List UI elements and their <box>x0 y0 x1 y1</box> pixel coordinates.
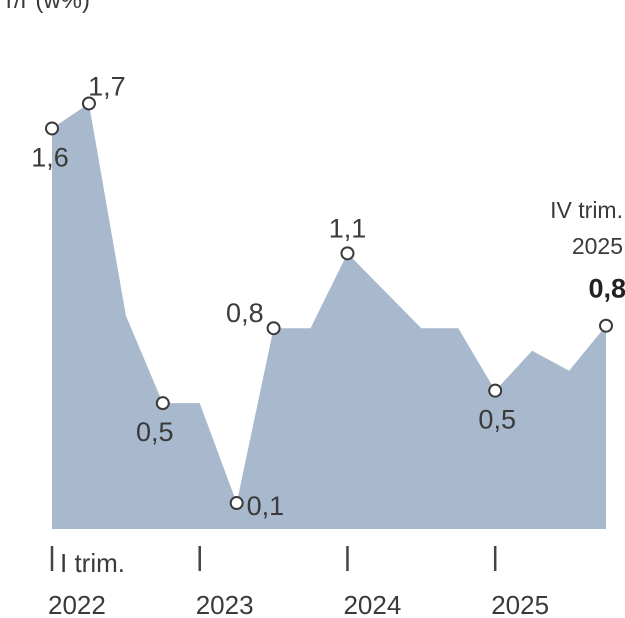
x-tick-label-year: 2025 <box>491 590 549 618</box>
data-labels: 1,6 1,7 0,5 0,1 0,8 1,1 0,5 0,8 <box>31 71 625 521</box>
data-label: 0,8 <box>226 298 264 328</box>
data-label: 1,1 <box>329 213 367 243</box>
data-label: 0,5 <box>136 417 174 447</box>
data-point-marker <box>81 96 96 111</box>
x-tick-label-year: 2023 <box>196 590 254 618</box>
x-tick-label-year: 2022 <box>48 590 106 618</box>
x-tick-label-year: 2024 <box>343 590 401 618</box>
data-label: 1,7 <box>88 71 126 101</box>
data-markers <box>45 96 613 511</box>
annotation-line2: 2025 <box>572 233 623 259</box>
annotation-line1: IV trim. <box>550 197 623 223</box>
data-point-marker <box>340 246 355 261</box>
x-tick-label-line1: I trim. <box>60 548 125 578</box>
data-point-marker <box>229 496 244 511</box>
data-point-marker <box>266 321 281 336</box>
data-label: 0,5 <box>478 405 516 435</box>
data-point-marker <box>599 318 613 333</box>
x-axis-ticks: I trim. 2022 2023 2024 2025 <box>48 546 549 618</box>
data-label: 1,6 <box>31 142 69 172</box>
data-point-marker <box>155 396 170 411</box>
chart-header-fragment: r/r (w%) <box>6 0 90 14</box>
data-label: 0,8 <box>588 274 625 304</box>
data-point-marker <box>488 383 503 398</box>
data-point-marker <box>45 121 59 136</box>
series-area <box>52 103 606 528</box>
data-label: 0,1 <box>247 491 285 521</box>
